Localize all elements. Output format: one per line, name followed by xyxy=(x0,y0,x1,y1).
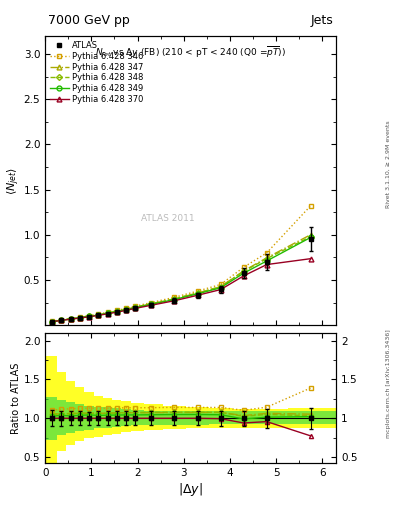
Text: 7000 GeV pp: 7000 GeV pp xyxy=(48,14,130,27)
X-axis label: $|\Delta y|$: $|\Delta y|$ xyxy=(178,481,203,498)
Text: $N_{jet}$ vs $\Delta y$ (FB) (210 < pT < 240 (Q0 =$\overline{pT}$)): $N_{jet}$ vs $\Delta y$ (FB) (210 < pT <… xyxy=(95,45,286,60)
Text: Rivet 3.1.10, ≥ 2.9M events: Rivet 3.1.10, ≥ 2.9M events xyxy=(386,120,391,208)
Y-axis label: $\langle N_{jet}\rangle$: $\langle N_{jet}\rangle$ xyxy=(6,166,22,195)
Legend: ATLAS, Pythia 6.428 346, Pythia 6.428 347, Pythia 6.428 348, Pythia 6.428 349, P: ATLAS, Pythia 6.428 346, Pythia 6.428 34… xyxy=(50,40,144,105)
Text: Jets: Jets xyxy=(310,14,333,27)
Text: mcplots.cern.ch [arXiv:1306.3436]: mcplots.cern.ch [arXiv:1306.3436] xyxy=(386,330,391,438)
Y-axis label: Ratio to ATLAS: Ratio to ATLAS xyxy=(11,362,21,434)
Text: ATLAS 2011: ATLAS 2011 xyxy=(141,214,194,223)
